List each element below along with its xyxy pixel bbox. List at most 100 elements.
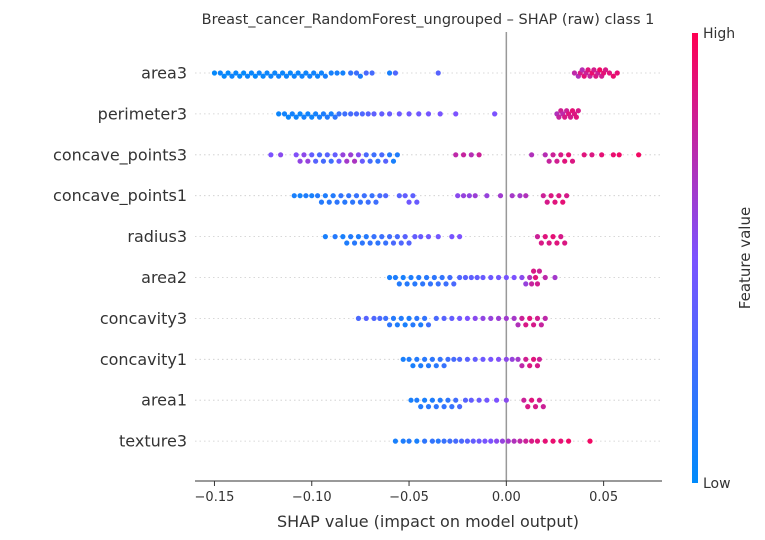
shap-point [373,199,379,205]
shap-point [566,152,572,158]
shap-point [488,274,494,281]
shap-point [447,274,453,281]
shap-point [457,234,463,240]
shap-point [353,70,360,76]
shap-point [542,315,548,321]
feature-label: radius3 [127,227,187,246]
shap-point [248,70,255,76]
shap-point [441,404,447,410]
shap-point [616,152,622,158]
shap-point [534,315,541,321]
shap-point [515,322,521,328]
shap-point [404,281,410,287]
shap-point [233,70,239,76]
shap-point [316,114,323,120]
shap-point [244,73,251,79]
shap-point [441,438,447,444]
shap-point [386,152,393,158]
shap-point [402,234,408,240]
shap-point [464,438,471,444]
shap-point [494,397,500,403]
shap-point [503,274,509,281]
shap-point [525,404,531,410]
shap-point [287,70,293,76]
shap-point [314,193,321,199]
shap-point [573,114,579,120]
shap-point [464,315,471,321]
shap-point [527,274,533,281]
shap-point [390,315,397,321]
shap-point [379,111,385,117]
shap-point [519,274,525,281]
shap-point [466,193,472,199]
shap-point [386,70,393,76]
shap-point [544,199,550,205]
shap-point [606,70,613,76]
shap-point [357,199,363,205]
shap-point [523,356,529,362]
shap-point [435,70,441,76]
shap-point [534,363,541,369]
shap-point [529,152,535,158]
shap-point [429,356,435,362]
x-tick-label: −0.15 [195,490,235,505]
shap-point [610,73,616,79]
shap-point [351,158,358,164]
shap-point [324,152,330,158]
shap-point [476,152,482,158]
shap-point [546,158,552,164]
colorbar-high-label: High [703,26,735,42]
shap-point [474,274,480,281]
shap-point [276,111,282,117]
shap-point [599,152,605,158]
shap-point [350,199,356,205]
shap-point [433,363,439,369]
shap-point [328,158,334,164]
shap-point [305,111,311,117]
shap-point [416,274,422,281]
shap-point [326,199,332,205]
colorbar [692,33,698,483]
shap-point [375,158,381,164]
shap-point [330,193,336,199]
shap-point [476,438,482,444]
shap-point [367,158,373,164]
shap-point [519,363,525,369]
feature-label: area2 [141,268,187,287]
shap-point [422,438,428,444]
shap-point [534,438,541,444]
shap-point [379,152,385,158]
shap-point [334,70,340,76]
shap-point [318,199,325,205]
shap-point [425,363,432,369]
shap-point [314,73,321,79]
shap-point [453,111,459,117]
shap-point [602,67,609,73]
shap-point [488,356,494,362]
shap-point [305,158,311,164]
colorbar-low-label: Low [703,476,731,492]
shap-point [499,438,506,444]
shap-point [278,152,284,158]
shap-point [386,322,393,328]
shap-point [532,274,539,281]
shap-point [359,158,365,164]
shap-point [225,70,231,76]
shap-point [468,274,474,281]
shap-point [472,193,478,199]
shap-point [400,356,406,362]
shap-point [445,397,451,403]
shap-point [268,152,274,158]
shap-point [482,438,488,444]
shap-point [562,158,568,164]
shap-point [542,274,548,281]
shap-point [425,111,432,117]
shap-point [379,234,385,240]
shap-point [400,274,406,281]
shap-point [503,315,509,321]
shap-point [392,70,399,76]
shap-point [406,356,412,362]
shap-point [344,158,350,164]
shap-point [534,281,541,287]
